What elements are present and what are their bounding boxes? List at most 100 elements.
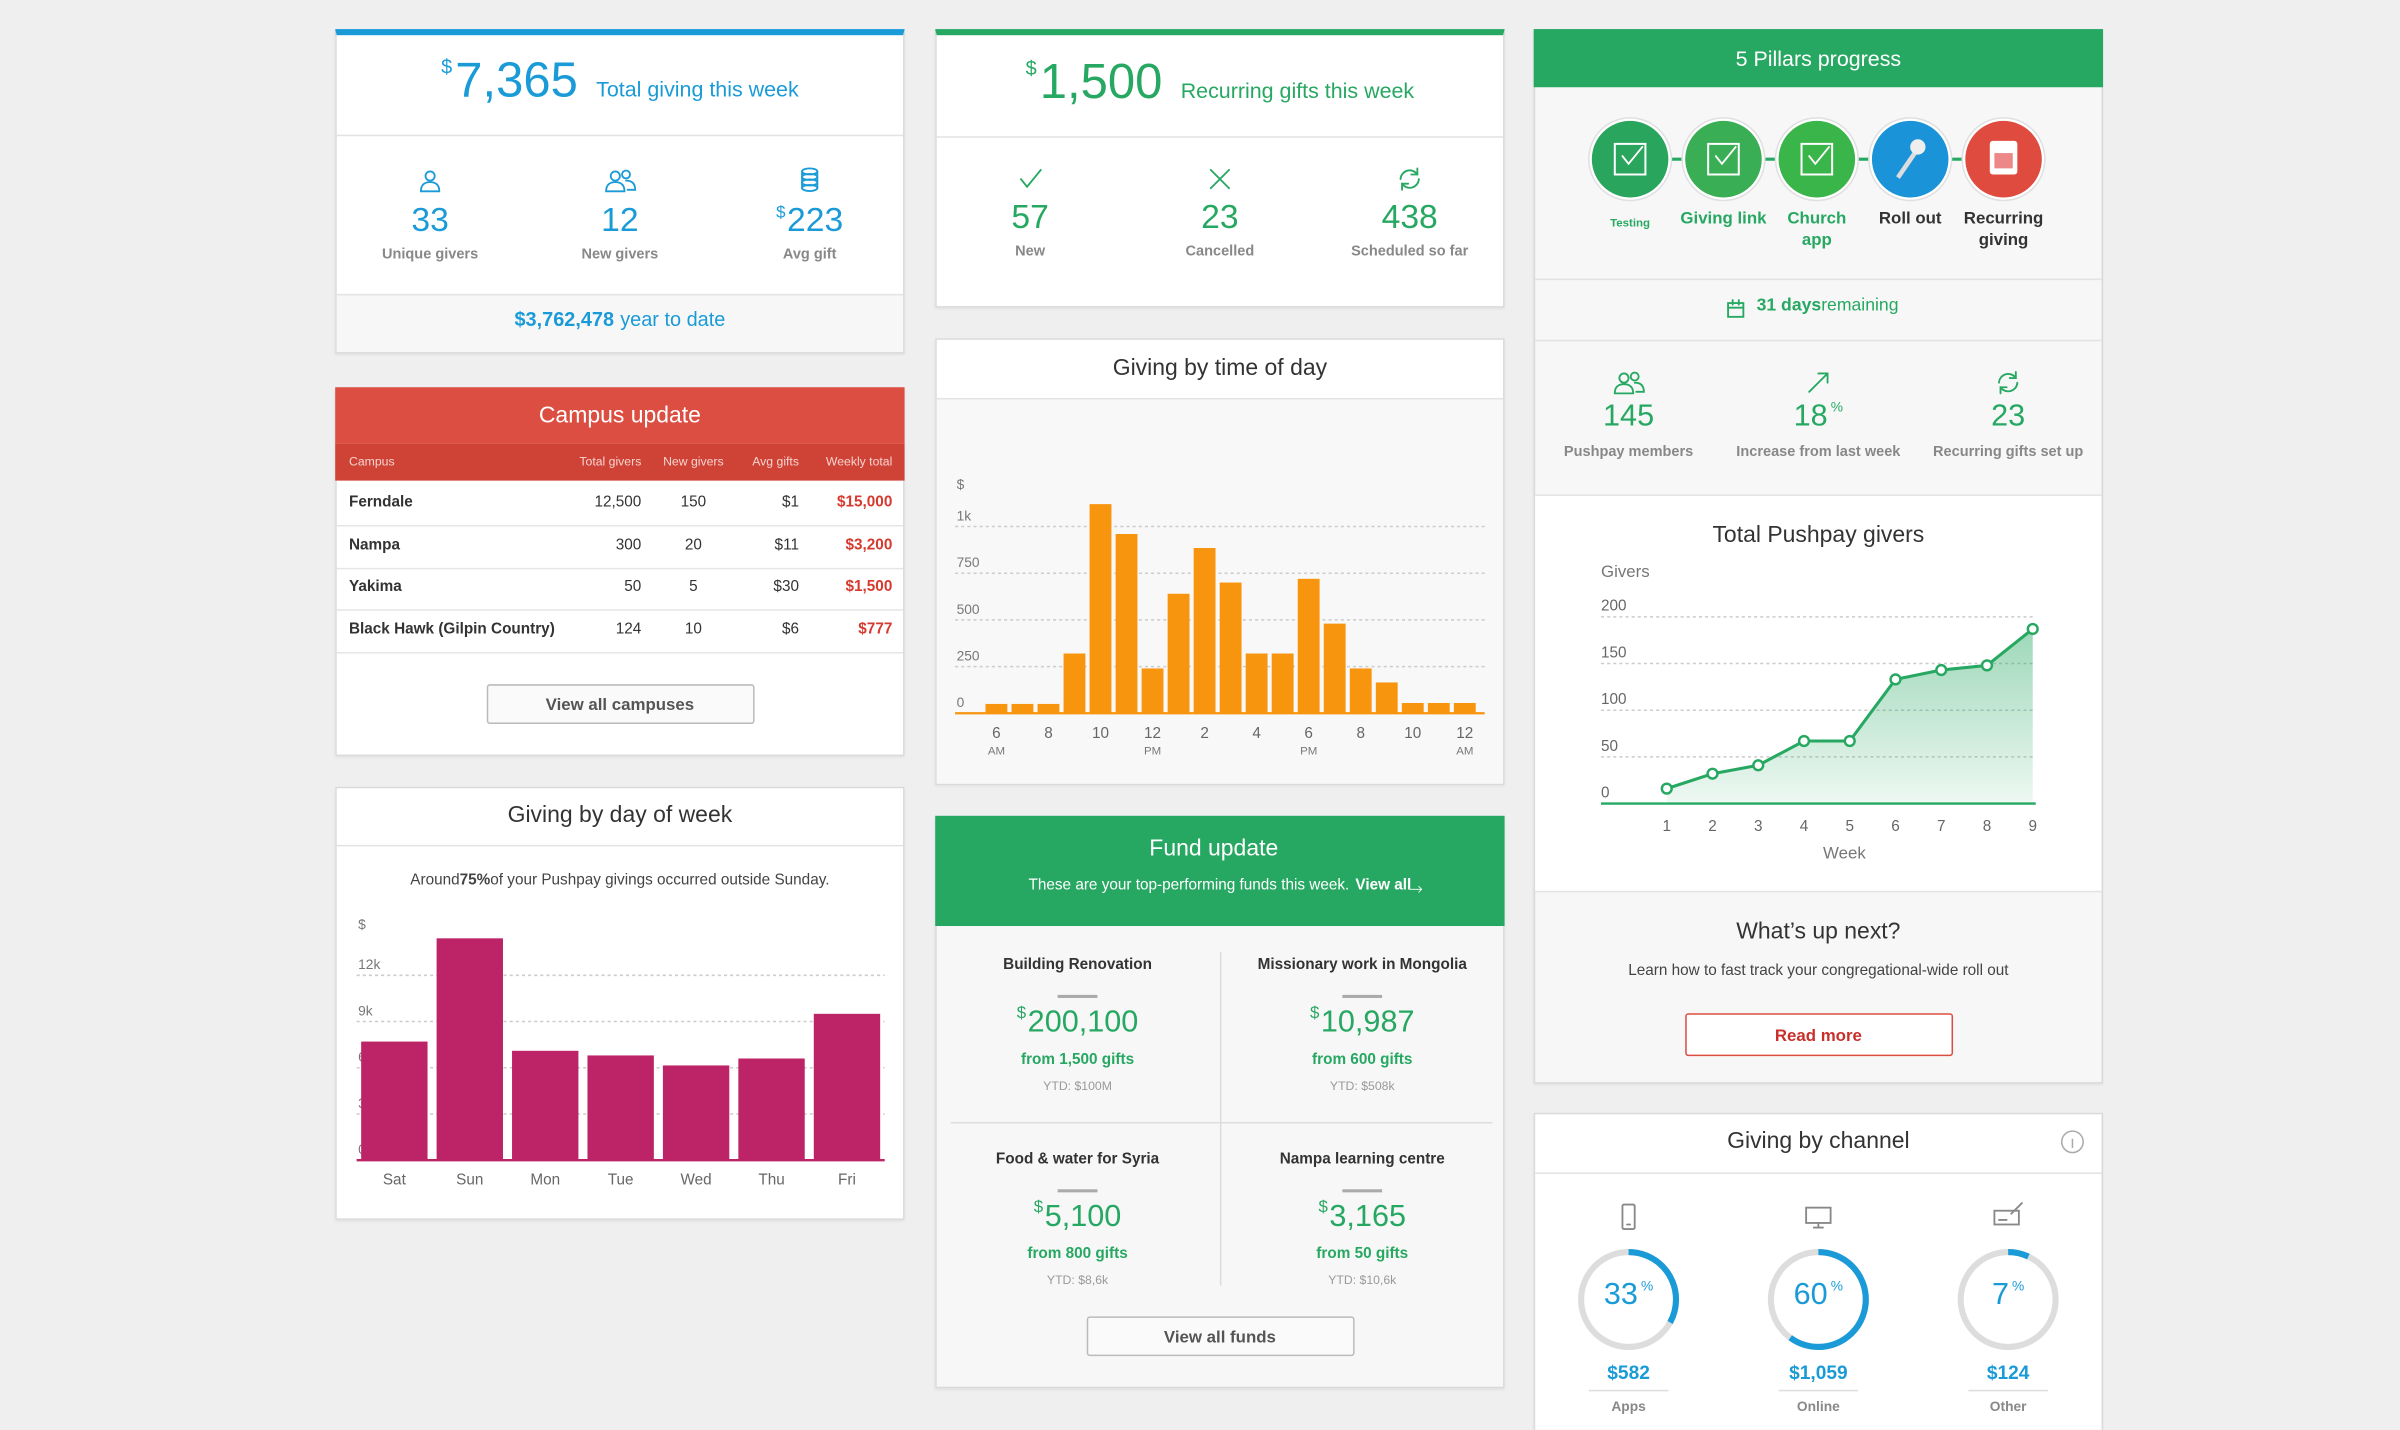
divider <box>1535 494 2102 496</box>
channel-name: Apps <box>1611 1398 1646 1415</box>
fund-divider <box>950 1121 1493 1124</box>
step-icon <box>1707 142 1740 176</box>
bar <box>436 938 503 1161</box>
stat-number: 23 <box>1991 399 2026 434</box>
campus-button[interactable]: View all campuses <box>485 684 754 724</box>
x-tick-label: Wed <box>681 1172 712 1189</box>
icon <box>1399 167 1420 191</box>
amount: 200,100 <box>1027 1005 1139 1040</box>
note: of your Pushpay givings occurred outside… <box>490 872 830 890</box>
point <box>2026 622 2039 636</box>
column-header: Avg gifts <box>752 454 799 469</box>
note-highlight: 75% <box>459 872 491 890</box>
campus-name: Yakima <box>348 579 402 597</box>
recurring-panel <box>935 29 1505 308</box>
campus-cell: $15,000 <box>837 494 893 512</box>
x-tick-label: 12 <box>1456 725 1473 742</box>
icon-stroke <box>1399 169 1420 189</box>
stat-number: 12 <box>601 200 639 239</box>
column-header: Total givers <box>579 454 642 469</box>
x-tick-suffix: AM <box>1456 746 1473 758</box>
bar <box>1245 653 1268 714</box>
icon <box>1805 1206 1832 1229</box>
amount: 3,165 <box>1329 1199 1407 1234</box>
currency: $ <box>1318 1198 1328 1217</box>
stat-number: 23 <box>1201 197 1239 236</box>
row-divider <box>336 652 904 654</box>
fund-gifts: from 50 gifts <box>1316 1245 1409 1263</box>
icon <box>801 167 819 192</box>
currency: $ <box>1033 1198 1044 1217</box>
channel-amount: $582 <box>1607 1362 1650 1384</box>
campus-cell: $1 <box>781 494 799 512</box>
y-tick-label: 50 <box>1601 738 1618 755</box>
step-label: Testing <box>1610 215 1651 230</box>
x-tick-label: 1 <box>1662 818 1671 835</box>
x-tick-label: 2 <box>1200 725 1209 742</box>
unit-label: $ <box>957 477 965 492</box>
x-tick-label: 6 <box>1891 818 1900 835</box>
fund-header <box>935 815 1505 927</box>
campus-cell: $11 <box>774 536 799 554</box>
y-tick-label: 750 <box>957 555 980 570</box>
stat-suffix: % <box>1830 399 1844 415</box>
step-label: Roll out <box>1878 209 1942 229</box>
point <box>1660 782 1673 795</box>
icon <box>1727 299 1745 318</box>
icon-stroke <box>1209 168 1230 190</box>
stat-prefix: $ <box>776 203 786 222</box>
chart-note: Around 75% of your Pushpay givings occur… <box>337 872 903 896</box>
campus-cell: 150 <box>680 494 707 512</box>
x-axis-label: Week <box>1823 844 1866 863</box>
stat-label: Scheduled so far <box>1351 242 1469 260</box>
bar <box>1349 668 1372 714</box>
info-icon <box>2060 1130 2084 1154</box>
headline: $7,365 Total giving this week <box>337 52 903 119</box>
icon-stroke <box>1409 885 1423 893</box>
bar <box>1011 703 1034 714</box>
y-tick-label: 0 <box>1601 784 1610 801</box>
divider <box>336 844 904 847</box>
currency: $ <box>1016 1004 1027 1023</box>
icon-stroke <box>1727 302 1745 318</box>
bar <box>1037 703 1060 714</box>
icon <box>605 169 637 193</box>
column-header: Campus <box>348 454 395 469</box>
stat-value: 33 <box>338 201 522 244</box>
stat-value: $223 <box>718 201 902 244</box>
donut-value: 60% <box>1757 1278 1879 1321</box>
x-tick-label: 12 <box>1144 725 1161 742</box>
x-tick-label: Thu <box>758 1172 784 1189</box>
stat-value: 145 <box>1537 399 1721 442</box>
x-tick-label: 2 <box>1708 818 1717 835</box>
days-highlight: 31 days <box>1756 296 1822 316</box>
donut-value: 7% <box>1947 1278 2069 1321</box>
stat-label: Pushpay members <box>1563 443 1694 460</box>
campus-name: Black Hawk (Gilpin Country) <box>348 621 555 639</box>
icon-stroke <box>1808 146 1830 166</box>
view-all-link[interactable]: View all <box>1355 877 1412 894</box>
bar <box>512 1050 579 1161</box>
fund-ytd: YTD: $100M <box>1043 1079 1112 1093</box>
divider <box>336 134 904 137</box>
headline-label: Total giving this week <box>596 76 799 102</box>
days-remaining: 31 days remaining <box>1674 297 1980 321</box>
y-tick-label: 0 <box>957 695 965 710</box>
x-tick-label: 10 <box>1404 725 1421 742</box>
channel-name: Other <box>1989 1398 2027 1415</box>
icon-stroke <box>1621 146 1644 166</box>
bar <box>985 703 1008 714</box>
funds-button[interactable]: View all funds <box>1085 1316 1354 1357</box>
icon-stroke <box>1812 1222 1824 1229</box>
chart-title: Giving by time of day <box>1112 355 1328 382</box>
channel-panel <box>1533 1112 2104 1430</box>
icon <box>1998 371 2019 395</box>
icon <box>1613 371 1645 395</box>
step-circle <box>1591 120 1669 198</box>
icon-stroke <box>1999 371 2017 395</box>
stat-value: 57 <box>938 197 1122 240</box>
icon-stroke <box>1998 373 2019 393</box>
stat-label: New givers <box>581 245 659 263</box>
fund-amount: $5,100 <box>940 1198 1216 1246</box>
read-more-button[interactable]: Read more <box>1684 1013 1953 1057</box>
